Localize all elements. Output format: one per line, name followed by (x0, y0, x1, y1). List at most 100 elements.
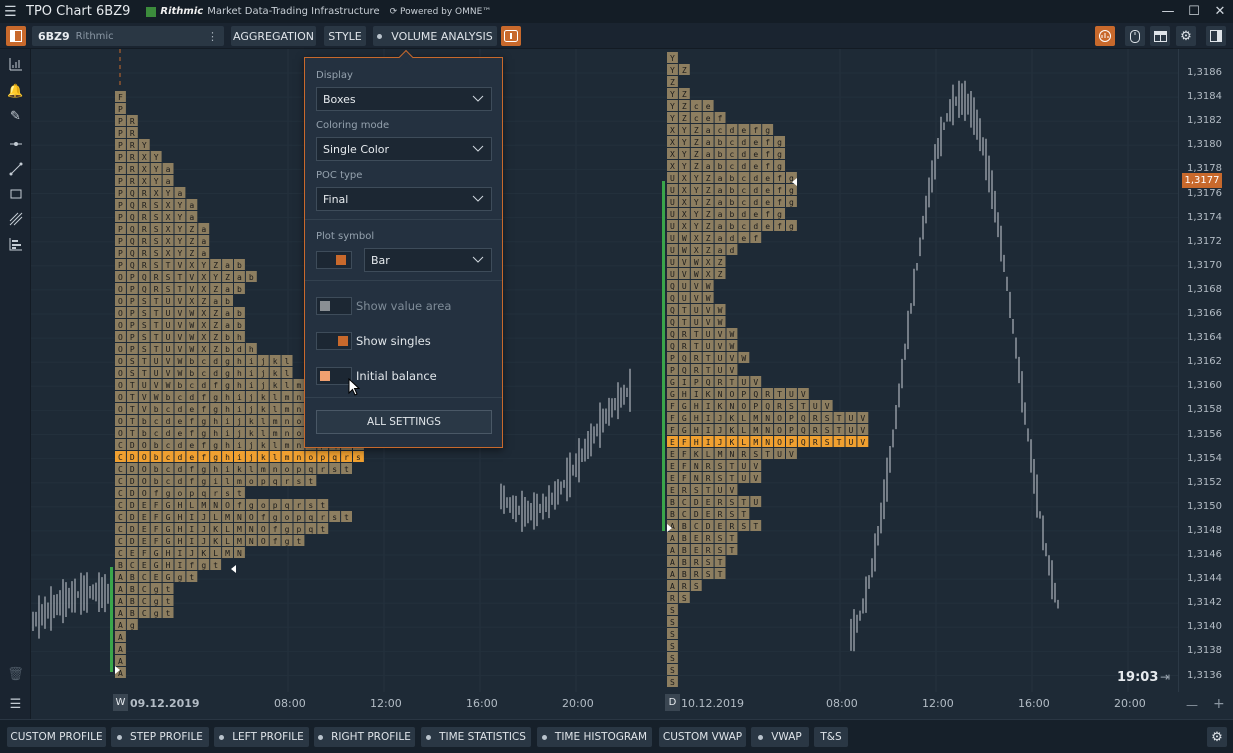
tpo-profile-2-box (762, 124, 774, 135)
tpo-profile-1-letter: W (189, 309, 194, 318)
tpo-profile-2-box (678, 340, 690, 351)
left-profile-button[interactable]: LEFT PROFILE (214, 727, 309, 747)
tpo-profile-2-box (714, 388, 726, 399)
zoom-in-icon[interactable]: + (1213, 696, 1225, 712)
info-toggle-button[interactable] (501, 26, 521, 46)
show-singles-toggle[interactable] (316, 332, 352, 350)
tpo-profile-1-letter: t (189, 573, 194, 582)
tpo-profile-1-box (245, 535, 257, 546)
initial-balance-toggle[interactable] (316, 367, 352, 385)
tpo-profile-2-letter: R (682, 582, 687, 591)
custom-profile-button[interactable]: CUSTOM PROFILE (7, 727, 106, 747)
tpo-profile-1-box (341, 511, 352, 522)
tpo-profile-1-letter: f (189, 465, 194, 474)
time-axis[interactable]: W 09.12.2019 D 10.12.2019 08:00 12:00 16… (31, 692, 1178, 719)
trash-icon[interactable]: 🗑 (7, 667, 24, 682)
tpo-profile-2-letter: Z (682, 90, 687, 99)
tpo-profile-1-box (162, 223, 174, 234)
tpo-profile-2-box (702, 136, 714, 147)
poc-type-select[interactable]: Final (316, 187, 492, 211)
tpo-profile-2-letter: T (694, 342, 699, 351)
tpo-profile-1-box (234, 511, 245, 522)
plot-symbol-select[interactable]: Bar (364, 248, 492, 272)
price-axis[interactable]: 1,3186 1,3184 1,3182 1,3180 1,3178 1,3176 1,31… (1178, 49, 1233, 692)
tpo-profile-1-letter: A (118, 633, 123, 642)
list-icon[interactable]: ☰ (9, 697, 22, 712)
style-button[interactable]: STYLE (324, 26, 366, 46)
tpo-profile-2-letter: A (670, 570, 675, 579)
tpo-profile-1-box (150, 295, 162, 306)
tpo-profile-1-letter: R (154, 285, 159, 294)
day-label-1: 09.12.2019 (130, 697, 200, 710)
tpo-profile-1-box (234, 283, 245, 294)
tpo-profile-2-letter: V (730, 366, 735, 375)
tpo-profile-2-box (738, 136, 750, 147)
time-histogram-button[interactable]: TIME HISTOGRAM (537, 727, 652, 747)
symbol-selector[interactable]: 6BZ9 Rithmic ⋮ (32, 26, 224, 46)
volume-profile-tool-icon[interactable] (6, 237, 25, 256)
tpo-profile-1-box (269, 379, 281, 390)
trend-line-icon[interactable] (6, 162, 25, 181)
coloring-mode-select[interactable]: Single Color (316, 137, 492, 161)
tpo-profile-1-box (245, 499, 257, 510)
volume-analysis-button[interactable]: VOLUME ANALYSIS (373, 26, 497, 46)
close-icon[interactable]: ✕ (1214, 4, 1226, 19)
all-settings-button[interactable]: ALL SETTINGS (316, 410, 492, 434)
minimize-icon[interactable]: — (1161, 4, 1175, 19)
tpo-profile-1-letter: C (142, 585, 147, 594)
settings-button[interactable]: ⚙ (1176, 26, 1196, 46)
tpo-profile-1-letter: q (308, 513, 313, 522)
tpo-profile-2-box (762, 172, 774, 183)
aggregation-button[interactable]: AGGREGATION (231, 26, 316, 46)
pencil-icon[interactable]: ✎ (10, 109, 21, 124)
brand-name: Rithmic (160, 6, 204, 17)
alert-bell-icon[interactable]: 🔔 (7, 84, 24, 99)
volume-analysis-label: VOLUME ANALYSIS (391, 29, 493, 43)
tpo-profile-1-box (126, 439, 138, 450)
vwap-button[interactable]: VWAP (751, 727, 809, 747)
show-value-area-toggle[interactable] (316, 297, 352, 315)
tpo-profile-2-letter: U (670, 198, 675, 207)
fibonacci-icon[interactable] (6, 212, 25, 231)
more-options-icon[interactable]: ⋮ (207, 29, 218, 43)
tpo-profile-2-box (667, 196, 678, 207)
tpo-profile-2-box (667, 532, 678, 543)
panel-toggle-button[interactable] (6, 26, 26, 46)
analytics-toggle-button[interactable] (1095, 26, 1115, 46)
menu-icon[interactable]: ☰ (4, 3, 17, 20)
tpo-profile-2-box (809, 436, 821, 447)
step-profile-button[interactable]: STEP PROFILE (111, 727, 209, 747)
tpo-profile-2-box (678, 580, 690, 591)
tpo-profile-1-letter: O (261, 525, 266, 534)
tpo-profile-1-box (234, 499, 245, 510)
tpo-profile-2-letter: e (706, 114, 711, 123)
ts-button[interactable]: T&S (814, 727, 848, 747)
time-statistics-button[interactable]: TIME STATISTICS (421, 727, 531, 747)
scroll-to-end-icon[interactable]: ⇥ (1160, 670, 1171, 684)
rectangle-icon[interactable] (6, 187, 25, 206)
display-select[interactable]: Boxes (316, 87, 492, 111)
layout-button[interactable] (1150, 26, 1170, 46)
tpo-profile-2-box (702, 460, 714, 471)
tpo-profile-2-letter: U (670, 258, 675, 267)
tpo-profile-1-box (162, 487, 174, 498)
bottom-settings-button[interactable]: ⚙ (1207, 727, 1227, 747)
zoom-out-icon[interactable]: — (1186, 698, 1198, 712)
plot-color-picker[interactable] (316, 251, 352, 269)
tpo-profile-2-box (726, 220, 738, 231)
tpo-profile-2-letter: U (777, 450, 782, 459)
maximize-icon[interactable]: ☐ (1188, 4, 1200, 19)
right-profile-button[interactable]: RIGHT PROFILE (314, 727, 415, 747)
tpo-profile-1-letter: P (118, 165, 123, 174)
tpo-profile-2-box (678, 88, 690, 99)
tpo-profile-2-letter: B (670, 510, 675, 519)
indicators-icon[interactable] (6, 57, 25, 76)
custom-vwap-button[interactable]: CUSTOM VWAP (659, 727, 746, 747)
horizontal-line-icon[interactable] (6, 137, 25, 156)
mouse-mode-button[interactable] (1125, 26, 1145, 46)
tpo-profile-2-letter: a (706, 138, 711, 147)
right-panel-button[interactable] (1206, 26, 1226, 46)
tpo-profile-1-letter: M (225, 549, 230, 558)
tpo-profile-2-letter: U (849, 414, 854, 423)
